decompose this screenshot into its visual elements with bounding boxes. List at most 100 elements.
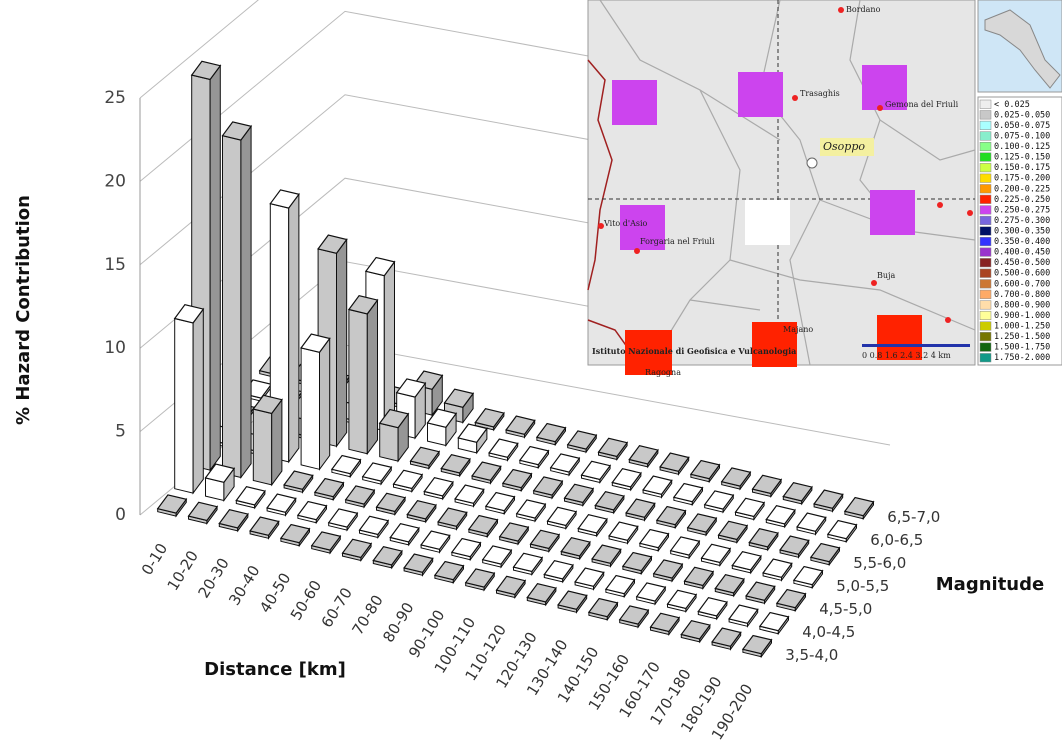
bar-top [751,474,783,495]
bar-top [279,523,311,544]
x-tick-label: 30-40 [225,562,263,609]
bar [728,604,759,628]
bar [597,437,629,462]
bar [577,514,608,538]
place-label: Osoppo [823,140,865,153]
bar-top [734,497,766,518]
legend-label: 0.175-0.200 [994,174,1050,184]
bar-top [518,445,550,466]
y-axis-title: % Hazard Contribution [13,195,34,425]
bar-top [529,529,561,550]
legend-swatch [979,226,992,236]
bar-top [474,408,505,428]
bar [843,496,875,521]
bar [187,501,219,526]
bar [450,537,482,562]
legend-swatch [979,110,992,120]
bar [535,422,567,447]
bar [269,189,300,464]
bar [714,574,745,598]
bar [587,597,619,622]
bar-top [638,528,670,549]
bar-top [406,500,437,520]
bar-top [235,486,266,506]
bar [501,468,533,493]
map-inset: Bordano Trasaghis Gemona del Friuli Osop… [587,0,1062,377]
bar-side-shade [462,393,474,423]
bar [796,512,827,536]
bar-top [549,453,581,473]
bar-top [450,537,482,558]
legend-swatch [979,152,992,162]
bar-side-shade [445,413,457,446]
bar [433,560,465,585]
bar [361,462,393,486]
bar-top [440,454,471,474]
bar-side-shade [432,375,443,416]
z-tick-label: 5,5-6,0 [853,554,906,572]
bar [406,500,437,524]
bar-top [608,521,639,541]
bar-top [758,611,790,632]
legend-label: 0.125-0.150 [994,153,1050,163]
bar-top [395,378,427,398]
bar [591,544,622,568]
bar-top [649,612,681,633]
bar-top [378,408,410,429]
bar-top [700,543,732,564]
bar-top [249,516,280,536]
bar [649,612,681,637]
bar-top [484,491,516,512]
legend-swatch [979,141,992,152]
legend-label: 0.800-0.900 [994,300,1050,310]
bar-top [809,542,841,563]
bar [266,493,297,517]
z-tick-label: 6,5-7,0 [887,508,940,526]
legend-swatch [979,332,992,342]
place-label: Vito d'Asio [603,219,648,228]
x-axis-title: Distance [km] [204,659,346,680]
bar-top [310,531,342,551]
bar-top [597,437,629,458]
bar-top [779,535,810,555]
bar-side-shade [193,309,204,494]
legend-label: 0.500-0.600 [994,269,1050,279]
bar-top [420,530,451,550]
bar [635,582,667,606]
bar-top [341,538,373,559]
bar-top [454,484,485,504]
bar-top [703,490,735,510]
x-tick-label: 50-60 [287,577,325,624]
bar [347,295,379,456]
bar [474,408,505,432]
bar-top [652,559,684,579]
bar-top [269,189,300,209]
bar [683,566,715,591]
legend-swatch [979,194,992,204]
bar [283,470,314,494]
bar [529,529,561,554]
bar-top [300,333,331,353]
bar [484,491,516,516]
grid-line [139,0,891,99]
legend-swatch [979,258,992,268]
bar-top [563,483,595,504]
bar [454,484,485,508]
x-tick-label: 40-50 [256,570,294,617]
bar-front [300,347,320,470]
bar-top [347,295,379,315]
legend-label: 0.350-0.400 [994,237,1050,247]
legend-label: 1.750-2.000 [994,353,1050,363]
bar-side-shade [398,413,409,462]
bar [526,583,557,607]
bar-top [813,489,844,509]
legend-swatch [979,268,992,278]
legend-label: 0.600-0.700 [994,279,1050,289]
bar-top [731,551,762,571]
bar-side-shade [319,338,330,470]
bar-side-shade [288,194,299,462]
bar [689,459,721,484]
bar-top [221,121,253,141]
bar [748,528,779,552]
bar-top [327,508,359,528]
